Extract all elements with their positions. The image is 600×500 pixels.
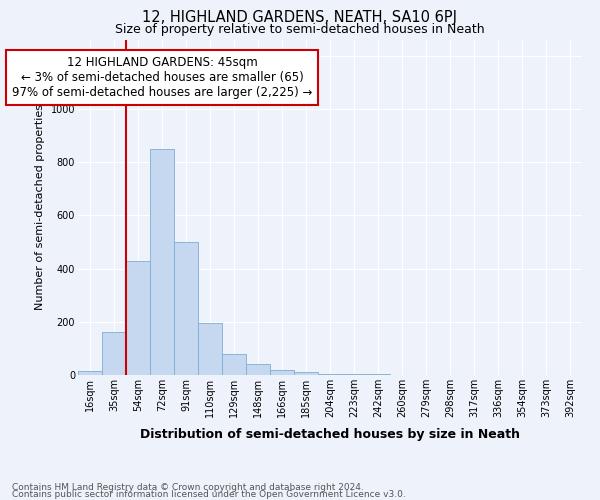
Text: Contains public sector information licensed under the Open Government Licence v3: Contains public sector information licen…	[12, 490, 406, 499]
Text: 12 HIGHLAND GARDENS: 45sqm
← 3% of semi-detached houses are smaller (65)
97% of : 12 HIGHLAND GARDENS: 45sqm ← 3% of semi-…	[12, 56, 312, 99]
Y-axis label: Number of semi-detached properties: Number of semi-detached properties	[35, 104, 45, 310]
Bar	[198, 323, 222, 375]
Text: Contains HM Land Registry data © Crown copyright and database right 2024.: Contains HM Land Registry data © Crown c…	[12, 484, 364, 492]
Bar	[78, 371, 102, 375]
Bar	[150, 149, 174, 375]
Bar	[318, 374, 342, 375]
Bar	[102, 332, 126, 375]
Bar	[126, 260, 150, 375]
Text: 12, HIGHLAND GARDENS, NEATH, SA10 6PJ: 12, HIGHLAND GARDENS, NEATH, SA10 6PJ	[143, 10, 458, 25]
Bar	[342, 374, 366, 375]
X-axis label: Distribution of semi-detached houses by size in Neath: Distribution of semi-detached houses by …	[140, 428, 520, 442]
Bar	[366, 374, 390, 375]
Bar	[270, 370, 294, 375]
Bar	[294, 372, 318, 375]
Text: Size of property relative to semi-detached houses in Neath: Size of property relative to semi-detach…	[115, 22, 485, 36]
Bar	[174, 242, 198, 375]
Bar	[246, 364, 270, 375]
Bar	[222, 354, 246, 375]
